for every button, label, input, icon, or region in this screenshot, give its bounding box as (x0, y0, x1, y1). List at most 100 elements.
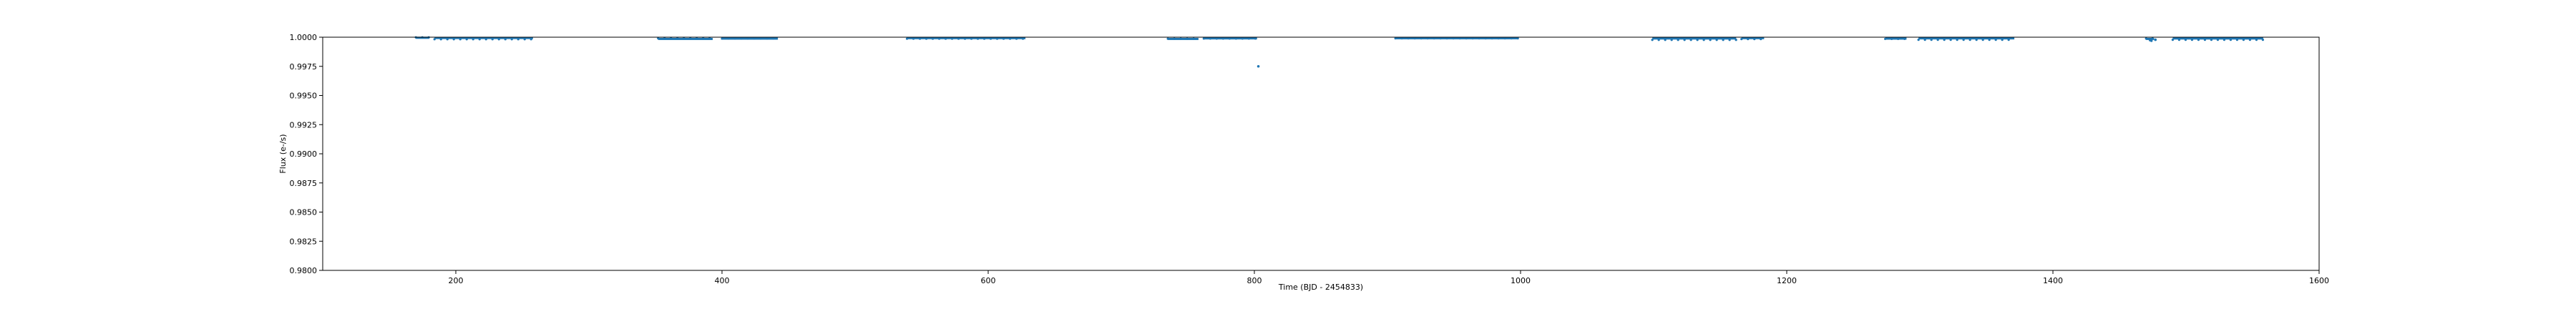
data-point (1516, 36, 1519, 40)
data-point (510, 38, 513, 41)
data-point (957, 37, 960, 40)
data-point (1735, 39, 1737, 41)
data-point (1407, 36, 1410, 40)
data-point (721, 37, 723, 40)
data-point (1173, 37, 1176, 40)
data-point (2235, 38, 2238, 41)
data-point (1670, 39, 1673, 41)
data-point (504, 38, 507, 41)
data-point (1491, 36, 1493, 40)
data-point (1228, 37, 1231, 40)
data-point (1988, 39, 1991, 41)
y-tick-label: 1.0000 (290, 33, 318, 42)
data-point (446, 38, 449, 41)
data-point (1702, 39, 1705, 41)
data-point-run (907, 36, 1026, 39)
data-point (1478, 36, 1480, 40)
data-point (1420, 36, 1423, 40)
data-point (2197, 38, 2200, 41)
data-point (491, 38, 494, 41)
x-tick-label: 600 (981, 276, 996, 285)
y-tick-label: 0.9850 (290, 208, 318, 217)
y-tick-label: 0.9950 (290, 92, 318, 101)
data-point-outlier (1257, 64, 1260, 68)
data-point (1221, 37, 1224, 40)
x-tick-label: 1200 (1777, 276, 1797, 285)
data-point (702, 36, 705, 40)
data-point (1215, 37, 1218, 40)
data-point (970, 37, 973, 40)
data-point (1452, 36, 1455, 40)
data-point (727, 37, 730, 40)
data-point (931, 37, 935, 40)
data-point (944, 37, 947, 40)
data-point (1254, 37, 1257, 40)
y-axis: 0.9800 0.9825 0.9850 0.9875 0.9900 0.9925 0.99… (290, 33, 323, 275)
data-point (1497, 36, 1500, 40)
data-point (439, 38, 442, 41)
data-point-run (2172, 37, 2263, 40)
data-point (2007, 39, 2010, 41)
data-point (963, 37, 967, 40)
y-tick-label: 0.9825 (290, 237, 318, 246)
data-point (1962, 39, 1965, 41)
data-point (478, 38, 481, 41)
data-point (995, 37, 999, 40)
data-point (1722, 39, 1724, 41)
data-point (1015, 37, 1018, 40)
data-point (1689, 39, 1692, 41)
data-point (1709, 39, 1712, 41)
data-point (1241, 37, 1244, 40)
data-point (1917, 39, 1920, 41)
data-point (1956, 39, 1958, 41)
data-point (989, 37, 992, 40)
x-tick-label: 800 (1247, 276, 1262, 285)
data-point (912, 37, 915, 40)
plot-area (323, 37, 2319, 270)
data-point (950, 37, 954, 40)
data-point (759, 37, 762, 40)
data-point-outlier (2154, 38, 2157, 41)
data-point (517, 38, 519, 41)
data-point-run (1885, 37, 1907, 40)
data-point (1179, 37, 1182, 40)
data-point (530, 38, 532, 41)
data-point (1484, 36, 1487, 40)
data-point (766, 37, 769, 40)
data-point-run (658, 37, 713, 40)
data-point (1657, 39, 1660, 41)
data-point (1740, 38, 1743, 41)
data-point (1209, 37, 1211, 40)
data-point-run (1741, 36, 1765, 39)
y-tick-label: 0.9800 (290, 266, 318, 275)
data-point (753, 37, 756, 40)
data-point (2229, 38, 2232, 41)
data-point (1981, 39, 1984, 41)
data-point (2190, 38, 2193, 41)
data-point (484, 38, 487, 41)
data-point (689, 36, 692, 40)
data-point-run (722, 37, 779, 40)
data-point-outlier (2148, 39, 2152, 41)
data-point (1968, 39, 1971, 41)
data-point (465, 38, 468, 41)
data-point (1715, 39, 1718, 41)
data-point (1439, 36, 1442, 40)
data-point (676, 36, 679, 40)
x-axis: 200 400 600 800 1000 1200 1400 1600 (449, 270, 2329, 285)
data-point (1728, 39, 1731, 41)
data-point (2203, 38, 2206, 41)
data-point (2171, 38, 2174, 41)
data-point (733, 37, 736, 40)
data-point (1884, 37, 1887, 41)
data-point-run (434, 36, 533, 39)
data-point (2210, 38, 2212, 41)
y-axis-label: Flux (e-/s) (278, 134, 288, 173)
data-point (459, 38, 462, 41)
data-point (683, 36, 686, 40)
data-point (1897, 37, 1900, 41)
data-point (2255, 38, 2258, 41)
data-point (905, 37, 909, 40)
data-point (670, 36, 673, 40)
